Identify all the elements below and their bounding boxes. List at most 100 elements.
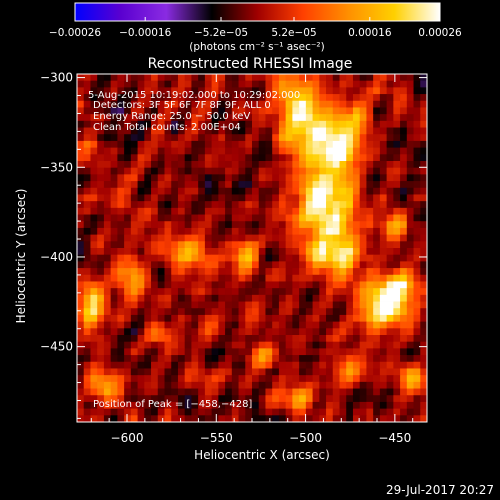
heatmap-cell	[332, 381, 340, 389]
heatmap-cell	[400, 114, 408, 122]
heatmap-cell	[137, 87, 145, 95]
heatmap-cell	[420, 301, 428, 309]
heatmap-cell	[110, 174, 118, 182]
heatmap-cell	[393, 140, 401, 149]
heatmap-cell	[137, 268, 145, 276]
heatmap-cell	[319, 314, 327, 323]
heatmap-cell	[137, 154, 145, 162]
heatmap-cell	[164, 167, 172, 175]
heatmap-cell	[90, 274, 98, 282]
heatmap-cell	[373, 308, 381, 316]
heatmap-cell	[386, 308, 394, 316]
heatmap-cell	[151, 80, 159, 88]
heatmap-cell	[258, 161, 266, 169]
heatmap-cell	[312, 248, 320, 256]
heatmap-cell	[103, 181, 112, 189]
heatmap-cell	[191, 94, 199, 102]
heatmap-cell	[359, 301, 367, 309]
heatmap-cell	[366, 395, 374, 403]
heatmap-cell	[319, 254, 327, 262]
heatmap-cell	[238, 80, 246, 88]
heatmap-cell	[393, 268, 401, 276]
heatmap-cell	[386, 388, 394, 396]
heatmap-cell	[393, 234, 401, 242]
heatmap-cell	[413, 281, 421, 289]
heatmap-cell	[326, 147, 334, 155]
heatmap-cell	[238, 335, 246, 343]
heatmap-cell	[359, 261, 367, 269]
heatmap-cell	[204, 161, 213, 169]
heatmap-cell	[77, 161, 85, 169]
heatmap-cell	[103, 227, 112, 236]
heatmap-cell	[231, 134, 239, 142]
heatmap-cell	[211, 281, 219, 289]
y-tick-label: −450	[40, 340, 73, 354]
heatmap-cell	[130, 154, 138, 162]
heatmap-cell	[90, 87, 98, 95]
heatmap-cell	[379, 100, 388, 108]
heatmap-cell	[124, 100, 132, 108]
heatmap-cell	[184, 234, 192, 242]
heatmap-cell	[379, 234, 388, 242]
heatmap-cell	[299, 147, 307, 155]
heatmap-cell	[177, 147, 186, 155]
heatmap-cell	[137, 395, 145, 403]
heatmap-cell	[305, 395, 313, 403]
heatmap-cell	[332, 74, 340, 82]
heatmap-cell	[130, 355, 138, 363]
heatmap-cell	[278, 207, 287, 215]
heatmap-cell	[171, 341, 179, 349]
heatmap-cell	[238, 308, 246, 316]
heatmap-cell	[198, 194, 206, 202]
heatmap-cell	[299, 214, 307, 222]
heatmap-cell	[258, 268, 266, 276]
heatmap-cell	[110, 80, 118, 88]
heatmap-cell	[157, 100, 165, 108]
heatmap-cell	[285, 261, 293, 269]
heatmap-cell	[373, 361, 381, 369]
heatmap-cell	[218, 408, 226, 416]
heatmap-cell	[379, 201, 388, 209]
heatmap-cell	[265, 181, 273, 189]
heatmap-cell	[393, 87, 401, 95]
heatmap-cell	[151, 308, 159, 316]
heatmap-cell	[359, 415, 367, 423]
heatmap-cell	[177, 241, 186, 249]
heatmap-cell	[278, 221, 287, 229]
heatmap-cell	[225, 227, 233, 236]
heatmap-cell	[406, 314, 414, 323]
heatmap-cell	[157, 87, 165, 95]
heatmap-cell	[157, 328, 165, 336]
heatmap-cell	[265, 167, 273, 175]
heatmap-cell	[198, 87, 206, 95]
heatmap-cell	[265, 194, 273, 202]
heatmap-cell	[359, 254, 367, 262]
heatmap-cell	[312, 147, 320, 155]
heatmap-cell	[346, 221, 354, 229]
heatmap-cell	[137, 181, 145, 189]
heatmap-cell	[211, 120, 219, 128]
heatmap-cell	[231, 261, 239, 269]
heatmap-cell	[413, 355, 421, 363]
heatmap-cell	[258, 140, 266, 149]
colorbar-tick-label: 0.00026	[418, 27, 462, 39]
heatmap-cell	[103, 147, 112, 155]
heatmap-cell	[204, 214, 213, 222]
heatmap-cell	[312, 201, 320, 209]
heatmap-cell	[204, 207, 213, 215]
heatmap-cell	[144, 120, 152, 128]
heatmap-cell	[352, 134, 361, 142]
heatmap-cell	[130, 74, 138, 82]
heatmap-cell	[144, 355, 152, 363]
heatmap-cell	[191, 268, 199, 276]
heatmap-cell	[137, 274, 145, 282]
heatmap-cell	[258, 401, 266, 410]
heatmap-cell	[299, 114, 307, 122]
heatmap-cell	[339, 207, 347, 215]
heatmap-cell	[245, 87, 253, 95]
heatmap-cell	[157, 94, 165, 102]
heatmap-cell	[400, 348, 408, 356]
heatmap-cell	[184, 114, 192, 122]
heatmap-cell	[151, 321, 159, 329]
heatmap-cell	[406, 415, 414, 423]
